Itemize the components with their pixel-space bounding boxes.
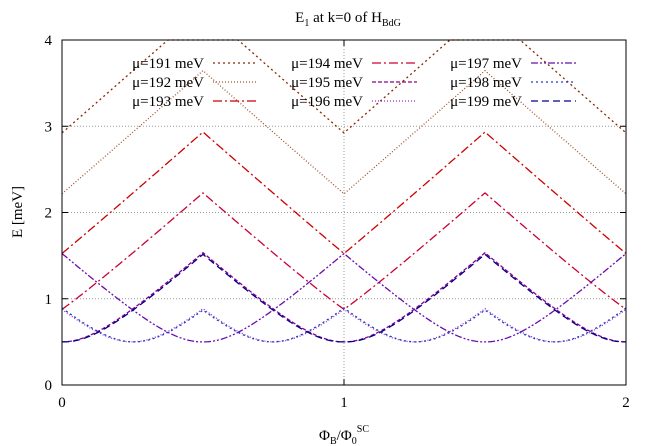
series-line-191 (61, 39, 627, 134)
legend-label: μ=192 meV (132, 75, 204, 91)
axis-ticks: 0 1 2 3 4 0 1 2 (45, 33, 630, 411)
series-line-199 (61, 253, 627, 343)
legend-label: μ=191 meV (132, 56, 204, 72)
x-axis-label: ΦB/Φ0SC (319, 424, 369, 446)
legend-label: μ=193 meV (132, 94, 204, 110)
legend-label: μ=199 meV (450, 94, 522, 110)
y-tick-label: 1 (45, 292, 53, 308)
legend-label: μ=198 meV (450, 75, 522, 91)
x-tick-label: 0 (58, 395, 66, 411)
x-tick-label: 2 (622, 395, 630, 411)
y-tick-label: 0 (45, 378, 53, 394)
legend: μ=191 meV μ=192 meV μ=193 meV μ=194 meV μ=19… (132, 56, 576, 110)
y-tick-label: 2 (45, 206, 53, 222)
series-line-198 (61, 307, 627, 343)
legend-label: μ=197 meV (450, 56, 522, 72)
legend-label: μ=195 meV (291, 75, 363, 91)
gridlines (62, 40, 626, 385)
y-axis-label: E [meV] (10, 186, 26, 238)
series-line-194 (61, 192, 627, 311)
legend-label: μ=196 meV (291, 94, 363, 110)
y-tick-label: 4 (45, 33, 53, 49)
series-line-192 (61, 69, 627, 195)
series-line-197 (61, 252, 627, 343)
x-tick-label: 1 (340, 395, 348, 411)
chart-title: E1 at k=0 of HBdG (295, 10, 401, 29)
legend-label: μ=194 meV (291, 56, 363, 72)
series-lines (61, 39, 627, 343)
series-line-195 (61, 251, 627, 343)
y-tick-label: 3 (45, 119, 53, 135)
series-line-193 (61, 131, 627, 255)
